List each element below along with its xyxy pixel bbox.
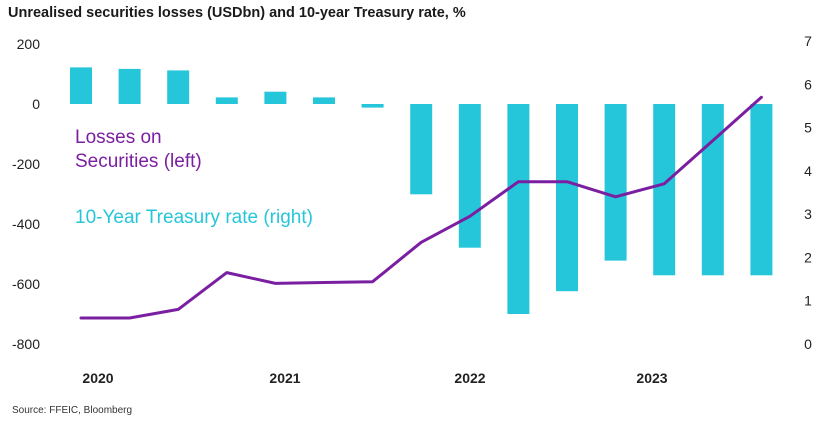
left-tick-label: 200 <box>17 36 41 52</box>
loss-bar <box>313 97 335 104</box>
left-tick-label: -200 <box>12 156 40 172</box>
loss-bar <box>410 104 433 195</box>
losses-annotation-line1: Losses on <box>75 127 162 148</box>
loss-bar <box>215 97 238 104</box>
loss-bar <box>70 67 92 104</box>
right-tick-label: 0 <box>804 336 812 352</box>
loss-bar <box>167 70 190 104</box>
left-tick-label: -400 <box>12 216 40 232</box>
x-tick-label: 2021 <box>269 370 300 386</box>
left-tick-label: 0 <box>32 96 40 112</box>
loss-bar <box>750 104 773 276</box>
right-tick-label: 5 <box>804 120 812 136</box>
treasury-rate-line <box>79 95 763 320</box>
right-axis: 7 6 5 4 3 2 1 0 <box>804 33 812 352</box>
right-tick-label: 1 <box>804 293 812 309</box>
loss-bar <box>701 104 724 276</box>
chart-title: Unrealised securities losses (USDbn) and… <box>8 5 466 21</box>
x-axis: 2020 2021 2022 2023 <box>82 370 667 386</box>
bar-series <box>70 67 773 314</box>
treasury-annotation: 10-Year Treasury rate (right) <box>75 207 313 228</box>
left-axis: 200 0 -200 -400 -600 -800 <box>12 36 40 352</box>
loss-bar <box>604 104 627 261</box>
loss-bar <box>507 104 530 314</box>
right-tick-label: 2 <box>804 249 812 265</box>
right-tick-label: 6 <box>804 76 812 92</box>
right-tick-label: 7 <box>804 33 812 49</box>
right-tick-label: 4 <box>804 163 812 179</box>
left-tick-label: -600 <box>12 276 40 292</box>
right-tick-label: 3 <box>804 206 812 222</box>
loss-bar <box>361 104 384 108</box>
loss-bar <box>653 104 676 276</box>
x-tick-label: 2020 <box>82 370 113 386</box>
loss-bar <box>118 68 141 104</box>
x-tick-label: 2022 <box>454 370 485 386</box>
line-series <box>79 95 763 320</box>
source-note: Source: FFEIC, Bloomberg <box>12 405 133 416</box>
x-tick-label: 2023 <box>636 370 667 386</box>
loss-bar <box>264 91 287 104</box>
left-tick-label: -800 <box>12 336 40 352</box>
loss-bar <box>556 104 578 292</box>
losses-annotation-line2: Securities (left) <box>75 151 202 172</box>
loss-bar <box>458 104 481 248</box>
